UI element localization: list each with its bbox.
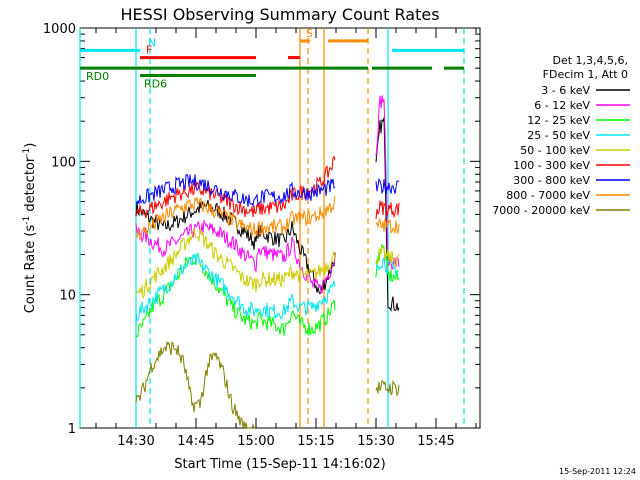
series-line xyxy=(375,246,400,267)
legend: Det 1,3,4,5,6, FDecim 1, Att 0 3 - 6 keV… xyxy=(492,54,630,217)
y-tick-label: 1000 xyxy=(43,22,76,37)
x-axis-label: Start Time (15-Sep-11 14:16:02) xyxy=(174,457,385,472)
series-line xyxy=(375,95,400,271)
flag-bars: N S F RD0 RD6 xyxy=(80,27,464,91)
y-tick-label: 1 xyxy=(68,422,76,437)
series-line xyxy=(375,256,400,278)
series-line xyxy=(135,227,336,299)
y-tick-label: 10 xyxy=(59,289,76,304)
timestamp: 15-Sep-2011 12:24 xyxy=(559,467,636,476)
series-line xyxy=(375,177,400,195)
series-line xyxy=(135,218,336,294)
legend-label: 12 - 25 keV xyxy=(527,114,590,127)
series-line xyxy=(135,195,336,242)
flag-label-rd6: RD6 xyxy=(144,78,167,91)
vertical-markers xyxy=(79,28,465,428)
series-line xyxy=(375,217,400,234)
x-axis: 14:30 14:45 15:00 15:15 15:30 15:45 xyxy=(95,28,477,449)
legend-label: 300 - 800 keV xyxy=(513,174,590,187)
series-line xyxy=(135,252,336,338)
series-lines xyxy=(135,95,400,429)
legend-header-line-1: Det 1,3,4,5,6, xyxy=(552,54,628,67)
legend-label: 50 - 100 keV xyxy=(520,144,590,157)
legend-label: 800 - 7000 keV xyxy=(506,189,590,202)
series-line xyxy=(135,173,336,208)
y-tick-label: 100 xyxy=(51,155,76,170)
y-axis-label: Count Rate (s-1 detector-1) xyxy=(22,143,38,314)
legend-label: 3 - 6 keV xyxy=(541,84,590,97)
plot-frame xyxy=(79,27,481,429)
legend-header-line-2: FDecim 1, Att 0 xyxy=(543,68,628,81)
legend-label: 7000 - 20000 keV xyxy=(492,204,590,217)
x-tick-label: 14:45 xyxy=(177,434,214,449)
flag-label-rd0: RD0 xyxy=(86,70,109,83)
series-line xyxy=(375,200,400,220)
x-tick-label: 14:30 xyxy=(117,434,154,449)
x-tick-label: 15:00 xyxy=(237,434,274,449)
flag-label-f: F xyxy=(146,44,152,57)
series-line xyxy=(135,252,336,323)
legend-label: 25 - 50 keV xyxy=(527,129,590,142)
series-line xyxy=(135,199,336,295)
series-line xyxy=(135,155,336,219)
legend-label: 6 - 12 keV xyxy=(534,99,590,112)
legend-label: 100 - 300 keV xyxy=(513,159,590,172)
series-line xyxy=(135,340,255,429)
x-tick-label: 15:15 xyxy=(297,434,334,449)
series-line xyxy=(375,379,400,397)
flag-label-s: S xyxy=(306,27,313,40)
x-tick-label: 15:45 xyxy=(417,434,454,449)
y-axis: 1000 100 10 1 xyxy=(43,22,480,437)
flag-label-n: N xyxy=(148,36,156,49)
chart-title: HESSI Observing Summary Count Rates xyxy=(120,5,439,24)
x-tick-label: 15:30 xyxy=(357,434,394,449)
series-line xyxy=(375,117,400,312)
